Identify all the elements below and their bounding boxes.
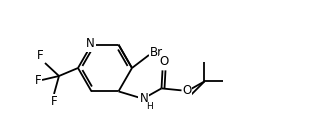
Text: H: H [146, 102, 153, 111]
Text: N: N [86, 37, 95, 50]
Text: O: O [159, 55, 169, 68]
Text: O: O [183, 84, 192, 97]
Text: F: F [51, 95, 57, 108]
Text: Br: Br [150, 47, 163, 59]
Text: N: N [139, 92, 148, 105]
Text: F: F [34, 74, 41, 87]
Text: F: F [37, 49, 44, 62]
